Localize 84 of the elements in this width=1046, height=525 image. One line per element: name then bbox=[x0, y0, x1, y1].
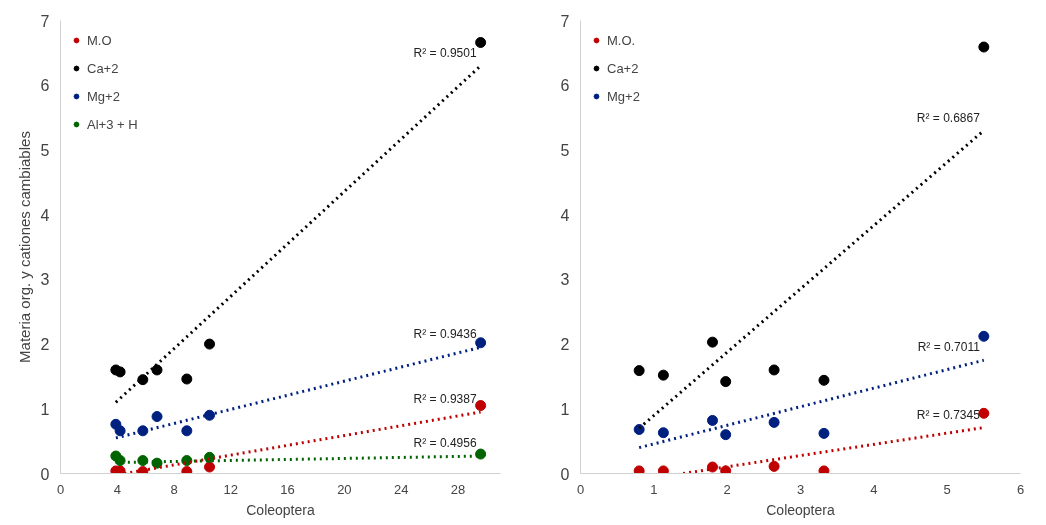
point bbox=[720, 376, 732, 388]
x-axis-title: Coleoptera bbox=[246, 501, 315, 518]
y-tick-label: 3 bbox=[40, 271, 50, 289]
point bbox=[475, 448, 487, 460]
point bbox=[633, 365, 645, 377]
y-tick-label: 1 bbox=[560, 400, 570, 418]
x-tick-label: 3 bbox=[796, 481, 805, 497]
legend-label: Ca+2 bbox=[607, 60, 639, 76]
point bbox=[633, 424, 645, 435]
annotation: R² = 0.7345 bbox=[916, 407, 981, 422]
point bbox=[114, 366, 126, 378]
point bbox=[818, 465, 830, 474]
point bbox=[181, 373, 193, 385]
y-tick-label: 3 bbox=[560, 271, 570, 289]
x-tick-label: 20 bbox=[337, 481, 352, 497]
x-tick-label: 16 bbox=[280, 481, 295, 497]
legend-label: Ca+2 bbox=[87, 60, 119, 76]
point bbox=[707, 414, 718, 426]
x-tick-label: 4 bbox=[870, 481, 878, 497]
point bbox=[768, 460, 780, 472]
point bbox=[633, 465, 645, 474]
legend-label: Mg+2 bbox=[87, 88, 120, 104]
annotation: R² = 0.4956 bbox=[413, 436, 477, 451]
y-tick-label: 5 bbox=[40, 141, 50, 159]
point bbox=[768, 416, 780, 428]
point bbox=[818, 427, 830, 439]
annotation: R² = 0.9436 bbox=[413, 327, 477, 342]
point bbox=[657, 369, 669, 381]
annotation: R² = 0.9501 bbox=[413, 45, 477, 60]
point bbox=[137, 455, 149, 467]
legend-label: M.O. bbox=[607, 32, 636, 48]
y-tick-label: 7 bbox=[560, 12, 570, 30]
x-tick-label: 6 bbox=[1016, 481, 1025, 497]
point bbox=[818, 374, 830, 386]
legend-label: Al+3 + H bbox=[87, 116, 138, 132]
point bbox=[475, 400, 487, 412]
x-tick-label: 0 bbox=[56, 481, 65, 497]
y-tick-label: 4 bbox=[560, 206, 570, 224]
point bbox=[114, 425, 126, 437]
point bbox=[151, 411, 163, 423]
annotation: R² = 0.6867 bbox=[916, 110, 981, 125]
point bbox=[204, 409, 216, 421]
legend-label: Mg+2 bbox=[607, 88, 640, 104]
point bbox=[720, 465, 732, 474]
x-tick-label: 5 bbox=[943, 481, 951, 497]
point bbox=[181, 425, 193, 437]
x-tick-label: 12 bbox=[223, 481, 239, 497]
y-tick-label: 1 bbox=[40, 400, 50, 418]
annotation: R² = 0.7011 bbox=[917, 340, 981, 355]
point bbox=[137, 374, 149, 386]
y-tick-label: 0 bbox=[560, 465, 570, 483]
x-tick-label: 24 bbox=[393, 481, 409, 497]
point bbox=[768, 364, 780, 376]
point bbox=[114, 455, 126, 467]
point bbox=[137, 425, 149, 437]
point bbox=[978, 330, 990, 342]
point bbox=[978, 41, 990, 53]
x-tick-label: 4 bbox=[113, 481, 121, 497]
point bbox=[204, 461, 216, 473]
x-tick-label: 2 bbox=[723, 481, 731, 497]
annotation: R² = 0.9387 bbox=[413, 392, 477, 407]
y-tick-label: 7 bbox=[40, 12, 50, 30]
y-tick-label: 6 bbox=[560, 77, 570, 95]
point bbox=[657, 465, 669, 474]
y-tick-label: 5 bbox=[560, 141, 570, 159]
x-axis-title: Coleoptera bbox=[766, 501, 835, 518]
x-tick-label: 1 bbox=[650, 481, 658, 497]
point bbox=[707, 336, 718, 348]
x-tick-label: 8 bbox=[170, 481, 178, 497]
point bbox=[204, 338, 216, 350]
point bbox=[720, 429, 732, 441]
point bbox=[475, 337, 487, 349]
point bbox=[475, 37, 487, 48]
y-tick-label: 2 bbox=[40, 336, 50, 354]
legend-label: M.O bbox=[87, 32, 112, 48]
y-tick-label: 6 bbox=[40, 77, 50, 95]
point bbox=[707, 461, 718, 473]
y-tick-label: 2 bbox=[560, 336, 570, 354]
y-tick-label: 0 bbox=[40, 465, 50, 483]
x-tick-label: 0 bbox=[576, 481, 585, 497]
x-tick-label: 28 bbox=[450, 481, 466, 497]
y-tick-label: 4 bbox=[40, 206, 50, 224]
point bbox=[657, 427, 669, 439]
y-axis-title: Materia org. y cationes cambiables bbox=[15, 131, 33, 363]
